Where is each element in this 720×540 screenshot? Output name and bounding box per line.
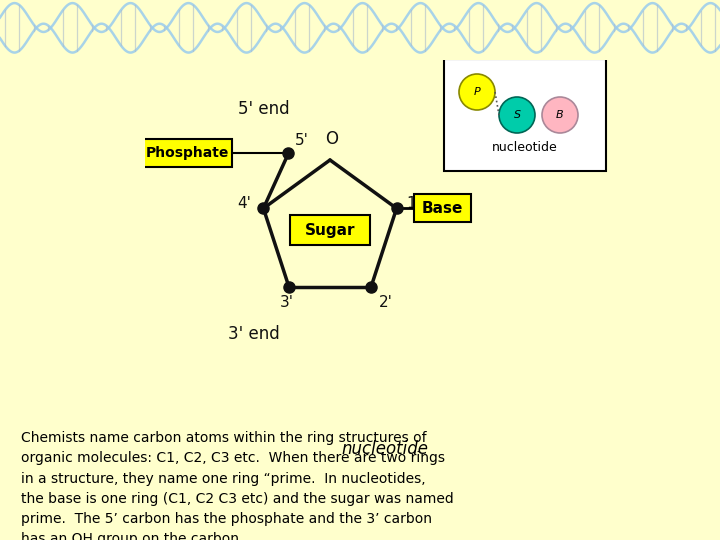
FancyBboxPatch shape [413,194,471,222]
Text: B: B [556,110,564,120]
Circle shape [499,97,535,133]
FancyBboxPatch shape [143,139,233,167]
Text: Sugar: Sugar [305,222,355,238]
Text: P: P [474,87,480,97]
Text: nucleotide: nucleotide [492,141,558,154]
Text: Base: Base [421,201,463,216]
Text: Chemists name carbon atoms within the ring structures of
organic molecules: C1, : Chemists name carbon atoms within the ri… [22,431,454,540]
Text: 2': 2' [379,295,393,309]
Circle shape [542,97,578,133]
Text: Phosphate: Phosphate [145,146,229,160]
Text: O: O [325,130,338,148]
Circle shape [459,74,495,110]
Text: 4': 4' [238,196,251,211]
FancyBboxPatch shape [290,215,370,245]
Text: 5' end: 5' end [238,100,289,118]
Text: 3' end: 3' end [228,325,280,343]
Text: nucleotide: nucleotide [341,440,428,458]
FancyBboxPatch shape [444,59,606,171]
Text: 3': 3' [280,295,294,309]
Text: 5': 5' [294,133,308,148]
Text: S: S [513,110,521,120]
Text: 1': 1' [407,196,420,211]
